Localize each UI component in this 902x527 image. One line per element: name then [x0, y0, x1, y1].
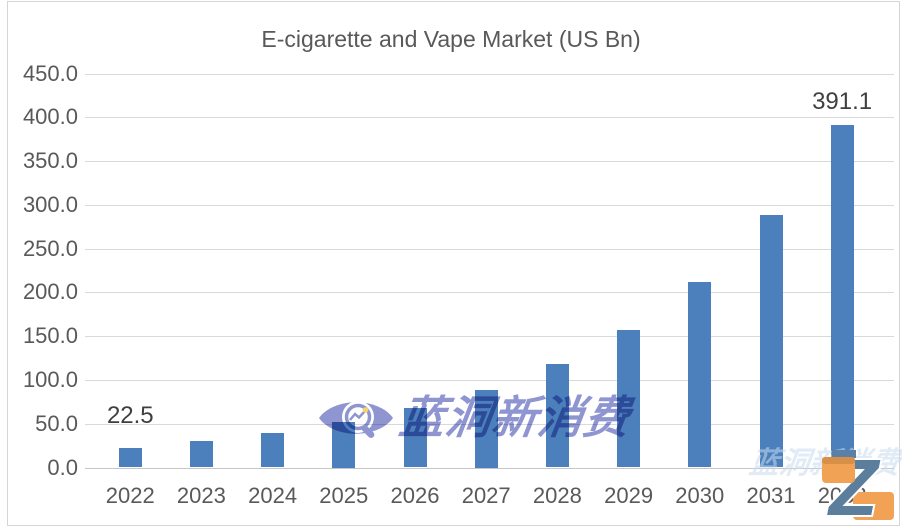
x-tick-label-2031: 2031 [746, 483, 796, 508]
y-tick-label-300.0: 300.0 [22, 191, 78, 217]
bar-2022 [118, 447, 142, 468]
gridline-200.0 [85, 292, 894, 294]
bar-2030 [688, 281, 712, 468]
y-tick-label-200.0: 200.0 [22, 279, 78, 305]
x-tick-label-2029: 2029 [604, 483, 654, 508]
x-tick-label-2024: 2024 [248, 483, 298, 508]
x-tick-label-2025: 2025 [319, 483, 369, 508]
gridline-150.0 [85, 336, 894, 338]
x-tick-label-2026: 2026 [390, 483, 440, 508]
logo-orange-bottom [853, 492, 894, 520]
logo-orange-top-edge [822, 457, 855, 464]
bar-2029 [617, 329, 641, 468]
x-tick-label-2030: 2030 [675, 483, 725, 508]
corner-logo: Z [822, 447, 894, 527]
logo-blue-strip [832, 450, 856, 460]
gridline-350.0 [85, 161, 894, 163]
y-tick-label-0.0: 0.0 [47, 454, 78, 480]
y-tick-label-400.0: 400.0 [22, 104, 78, 130]
bar-2027 [474, 390, 498, 468]
x-tick-label-2022: 2022 [105, 483, 155, 508]
x-tick-label-2027: 2027 [461, 483, 511, 508]
bar-2023 [189, 441, 213, 468]
y-tick-label-250.0: 250.0 [22, 235, 78, 261]
chart-title: E-cigarette and Vape Market (US Bn) [261, 26, 641, 52]
gridline-450.0 [85, 73, 894, 75]
bar-2024 [261, 432, 285, 468]
y-tick-label-450.0: 450.0 [22, 60, 78, 86]
y-tick-label-150.0: 150.0 [22, 323, 78, 349]
gridline-300.0 [85, 204, 894, 206]
gridline-400.0 [85, 117, 894, 119]
bar-2031 [759, 215, 783, 468]
x-tick-label-2028: 2028 [532, 483, 582, 508]
watermark-text: 蓝洞新消费 [396, 392, 634, 443]
eye-magnifier-icon [319, 401, 393, 438]
bar-2032 [830, 125, 854, 468]
bar-2026 [403, 408, 427, 468]
y-tick-label-350.0: 350.0 [22, 148, 78, 174]
data-label-2032: 391.1 [812, 88, 873, 116]
bar-2025 [332, 422, 356, 468]
y-tick-label-100.0: 100.0 [22, 366, 78, 392]
x-tick-label-2023: 2023 [176, 483, 226, 508]
gridline-250.0 [85, 248, 894, 250]
bar-2028 [545, 364, 569, 468]
gridline-100.0 [85, 379, 894, 381]
y-tick-label-50.0: 50.0 [35, 410, 78, 436]
data-label-2022: 22.5 [106, 401, 154, 429]
gridline-0.0 [85, 467, 894, 469]
